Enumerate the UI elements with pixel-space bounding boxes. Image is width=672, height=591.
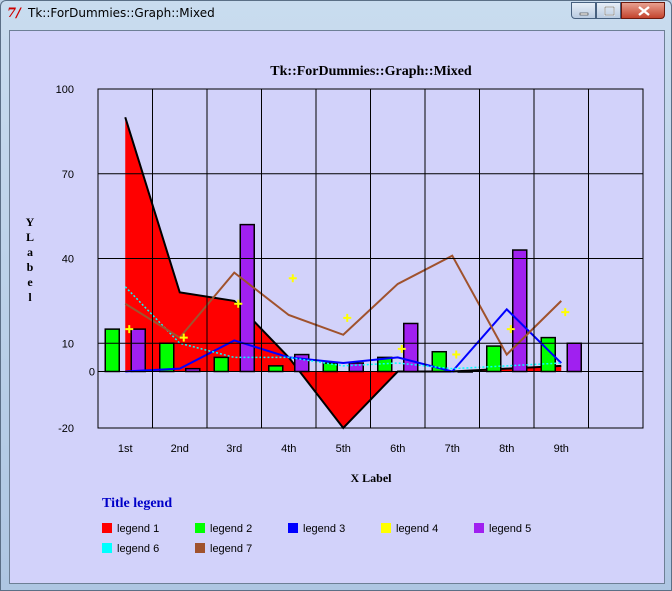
maximize-button[interactable] [596,2,621,19]
tk-feather-icon: 7/ [7,6,21,21]
y-label-glyph: l [28,290,32,304]
legend-swatch-1 [102,523,112,533]
legend: legend 1 legend 2 legend 3 legend 4 legend 5… [102,523,531,555]
x-tick-label: 8th [499,443,514,455]
legend-label-2: legend 2 [210,523,252,535]
x-tick-label: 2nd [171,443,189,455]
legend-label-3: legend 3 [303,523,345,535]
bar-series-5-1 [130,328,146,373]
line-series-3 [125,307,562,373]
bar-series-5-8 [512,249,528,373]
y-label-glyph: Y [26,215,35,229]
minimize-button[interactable] [571,2,596,19]
plot-border [97,88,644,429]
bar-series-2-3 [213,356,229,373]
point-series-4-1 [125,325,134,334]
legend-swatch-5 [474,523,484,533]
area-series-1 [125,117,562,428]
bar-series-5-3 [239,223,255,373]
legend-label-6: legend 6 [117,543,159,555]
bar-series-2-2 [159,342,175,373]
y-tick-label: -20 [58,423,74,435]
x-tick-label: 4th [281,443,296,455]
bar-series-5-5 [348,362,364,373]
chart-canvas: -20 0 10 40 70 100 1st 2nd 3rd 4th 5th 6th 7th 8th 9th… [9,30,665,584]
y-label-glyph: b [27,260,34,274]
point-series-4-8 [506,325,515,334]
maximize-icon [604,6,615,16]
legend-swatch-6 [102,543,112,553]
point-series-4-2 [179,333,188,342]
x-tick-label: 6th [390,443,405,455]
point-series-4-9 [561,308,570,317]
point-series-4-7 [452,350,461,359]
x-tick-label: 1st [118,443,133,455]
legend-label-1: legend 1 [117,523,159,535]
title-bar[interactable]: 7/ Tk::ForDummies::Graph::Mixed [1,1,671,27]
window-title: Tk::ForDummies::Graph::Mixed [28,6,215,20]
close-icon [638,6,650,16]
legend-label-7: legend 7 [210,543,252,555]
y-tick-label: 100 [56,84,74,96]
bar-series-2-8 [486,345,502,373]
x-tick-label: 7th [445,443,460,455]
y-tick-label: 0 [89,367,95,379]
x-tick-label: 3rd [226,443,242,455]
y-label-glyph: a [27,245,33,259]
point-series-4-3 [234,299,243,308]
point-series-4-6 [397,344,406,353]
x-axis-label: X Label [350,471,392,485]
bar-series-5-9 [566,342,582,373]
legend-swatch-4 [381,523,391,533]
line-series-6 [124,286,562,370]
legend-title: Title legend [102,496,172,511]
line-series-7 [124,254,562,357]
x-tick-label: 9th [554,443,569,455]
bar-series-2-4 [268,365,284,373]
bar-series-5-4 [294,353,310,373]
chart-title: Tk::ForDummies::Graph::Mixed [270,64,472,79]
point-series-4-4 [288,274,297,283]
minimize-icon [579,12,589,16]
y-tick-label: 70 [62,169,74,181]
x-tick-label: 5th [336,443,351,455]
legend-swatch-3 [288,523,298,533]
legend-label-4: legend 4 [396,523,438,535]
close-button[interactable] [621,2,665,19]
mixed-chart: -20 0 10 40 70 100 1st 2nd 3rd 4th 5th 6th 7th 8th 9th… [26,64,644,555]
y-label-glyph: L [26,230,34,244]
y-label-glyph: e [27,275,33,289]
legend-swatch-2 [195,523,205,533]
legend-swatch-7 [195,543,205,553]
point-series-4-5 [343,313,352,322]
y-tick-label: 10 [62,338,74,350]
bar-series-2-1 [104,328,120,373]
y-tick-label: 40 [62,254,74,266]
legend-label-5: legend 5 [489,523,531,535]
